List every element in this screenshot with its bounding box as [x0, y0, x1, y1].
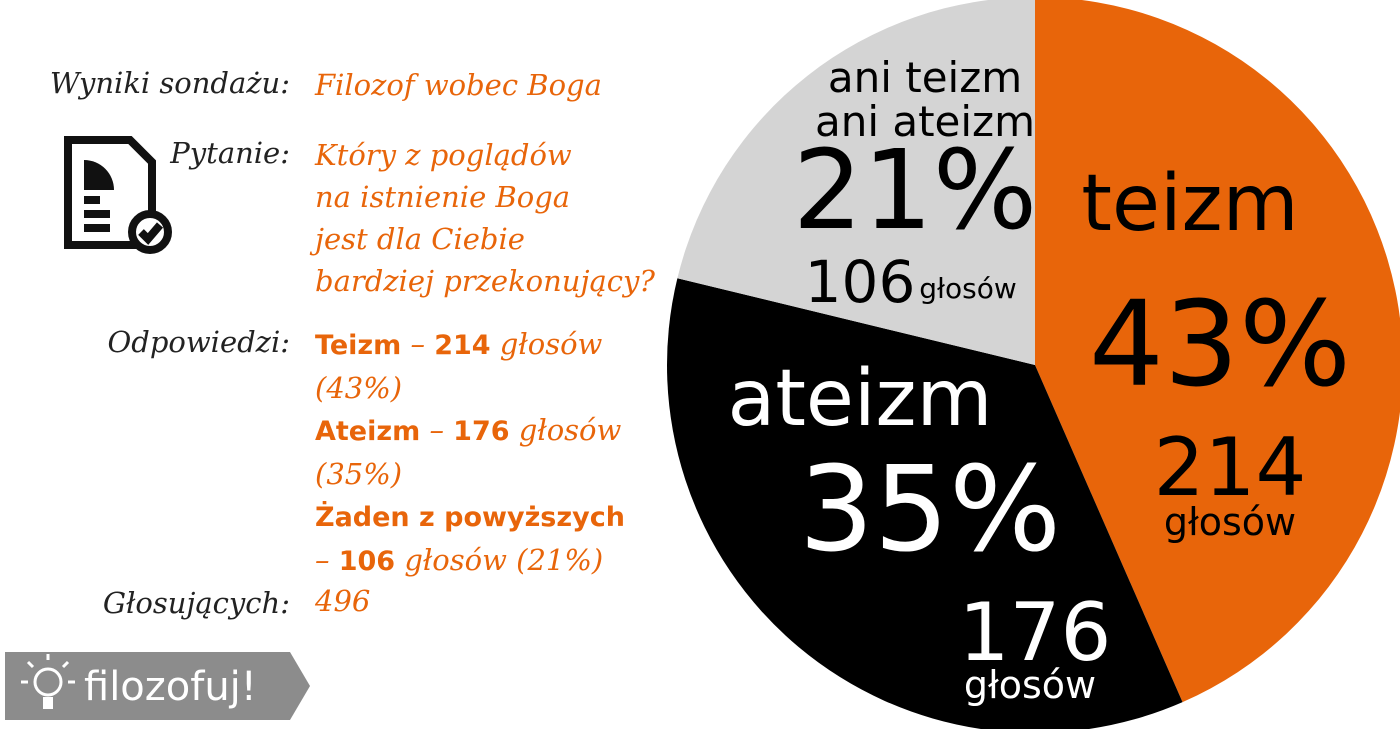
- slice-label: teizm: [1081, 159, 1298, 249]
- answer-name: Teizm: [315, 330, 402, 361]
- title-label: Wyniki sondażu:: [49, 66, 290, 100]
- question-label: Pytanie:: [170, 136, 290, 170]
- answer-name: Ateizm: [315, 416, 421, 447]
- question-line: bardziej przekonujący?: [315, 264, 655, 298]
- answer-unit: głosów: [499, 327, 603, 361]
- answer-unit: głosów: [518, 413, 622, 447]
- answer-votes: 214: [434, 330, 491, 361]
- votes-label: 176: [959, 586, 1112, 679]
- question-line: Który z poglądów: [315, 138, 572, 172]
- votes-unit: głosów: [1164, 500, 1296, 544]
- answer-votes: 106: [338, 546, 396, 577]
- answer-share: (21%): [516, 543, 604, 577]
- separator: –: [429, 413, 444, 447]
- pie-slice: [1035, 0, 1400, 703]
- logo: filozofuj!: [5, 652, 310, 720]
- slice-label: ateizm: [728, 354, 993, 444]
- answer-votes: 176: [453, 416, 510, 447]
- answer-share: (35%): [315, 457, 403, 491]
- slice-label: ani teizm: [828, 53, 1022, 102]
- percent-label: 43%: [1089, 275, 1351, 413]
- votes-unit: głosów: [919, 272, 1016, 305]
- question-line: jest dla Ciebie: [315, 222, 525, 256]
- question-line: na istnienie Boga: [315, 180, 571, 214]
- answers: Teizm – 214 głosów (43%) Ateizm – 176 gł…: [315, 323, 625, 583]
- logo-text: filozofuj!: [84, 664, 257, 710]
- clipboard-icon: [64, 136, 172, 254]
- answer-share: (43%): [315, 371, 403, 405]
- votes-label: 214: [1154, 421, 1307, 514]
- slice-label: ani ateizm: [815, 97, 1035, 146]
- percent-label: 21%: [793, 126, 1038, 254]
- answers-label: Odpowiedzi:: [107, 325, 290, 359]
- answer-name: Żaden z powyższych: [315, 502, 625, 533]
- votes-label: 106: [805, 248, 916, 316]
- pie-slice: [667, 278, 1183, 729]
- separator: –: [410, 327, 425, 361]
- question: Który z poglądów na istnienie Boga jest …: [315, 134, 655, 302]
- poll-title: Filozof wobec Boga: [315, 68, 602, 102]
- pie-slice: [677, 0, 1035, 365]
- separator: –: [315, 543, 330, 577]
- voters-label: Głosujących:: [102, 586, 290, 620]
- votes-unit: głosów: [964, 663, 1096, 707]
- percent-label: 35%: [799, 440, 1061, 578]
- voters: 496: [315, 584, 371, 618]
- answer-unit: głosów: [404, 543, 507, 577]
